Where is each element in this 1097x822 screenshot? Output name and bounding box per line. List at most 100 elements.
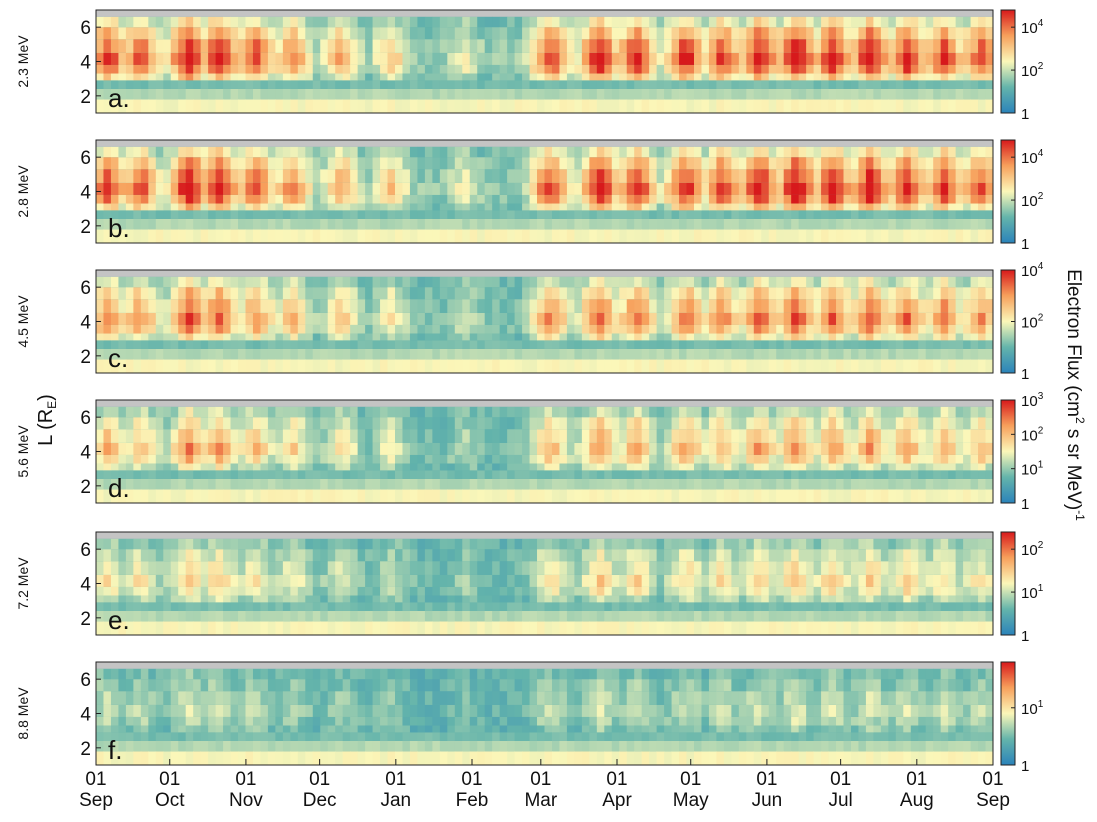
heatmap-cell — [791, 417, 800, 430]
heatmap-cell — [791, 312, 800, 325]
heatmap-cell — [118, 99, 127, 113]
heatmap-cell — [267, 229, 276, 243]
heatmap-cell — [163, 406, 172, 418]
heatmap-cell — [402, 52, 411, 65]
heatmap-cell — [305, 210, 314, 219]
heatmap-cell — [708, 312, 717, 325]
heatmap-cell — [365, 429, 373, 443]
heatmap-cell — [619, 52, 628, 65]
heatmap-cell — [626, 312, 635, 325]
heatmap-cell — [626, 64, 635, 74]
heatmap-cell — [477, 203, 486, 211]
heatmap-cell — [761, 64, 770, 74]
heatmap-cell — [275, 276, 284, 288]
heatmap-cell — [163, 146, 172, 158]
heatmap-cell — [454, 203, 463, 211]
heatmap-cell — [544, 470, 553, 479]
heatmap-cell — [963, 276, 971, 288]
heatmap-cell — [933, 463, 942, 471]
heatmap-cell — [462, 16, 471, 28]
heatmap-cell — [611, 287, 620, 300]
heatmap-cell — [566, 229, 575, 243]
heatmap-cell — [492, 417, 501, 430]
heatmap-cell — [963, 442, 971, 455]
heatmap-cell — [327, 463, 336, 471]
heatmap-cell — [96, 621, 104, 635]
heatmap-cell — [858, 454, 867, 464]
heatmap-cell — [424, 157, 433, 170]
heatmap-cell — [230, 442, 239, 455]
heatmap-cell — [791, 454, 800, 464]
heatmap-cell — [791, 348, 800, 360]
heatmap-cell — [514, 73, 523, 81]
heatmap-cell — [529, 340, 538, 349]
heatmap-cell — [125, 595, 134, 603]
heatmap-cell — [753, 99, 762, 113]
heatmap-cell — [925, 299, 934, 313]
heatmap-cell — [522, 324, 530, 334]
heatmap-cell — [641, 169, 650, 183]
heatmap-cell — [596, 359, 605, 373]
heatmap-cell — [634, 99, 643, 113]
heatmap-cell — [380, 602, 388, 611]
heatmap-cell — [170, 538, 179, 550]
heatmap-cell — [155, 276, 164, 288]
heatmap-cell — [103, 203, 112, 211]
heatmap-cell — [813, 324, 822, 334]
heatmap-cell — [200, 538, 209, 550]
heatmap-cell — [215, 595, 224, 603]
heatmap-cell — [402, 561, 411, 575]
heatmap-cell — [320, 621, 329, 635]
heatmap-cell — [447, 359, 456, 373]
heatmap-cell — [178, 210, 187, 219]
heatmap-cell — [776, 157, 785, 170]
heatmap-cell — [424, 276, 433, 288]
heatmap-cell — [850, 489, 859, 503]
heatmap-cell — [387, 16, 396, 28]
heatmap-cell — [933, 88, 942, 100]
heatmap-cell — [559, 16, 568, 28]
heatmap-cell — [723, 229, 732, 243]
heatmap-cell — [492, 429, 501, 443]
heatmap-cell — [335, 602, 344, 611]
heatmap-cell — [641, 80, 650, 89]
heatmap-cell — [738, 359, 747, 373]
heatmap-cell — [963, 39, 971, 53]
heatmap-cell — [499, 478, 508, 490]
heatmap-cell — [103, 406, 112, 418]
heatmap-cell — [768, 218, 777, 230]
heatmap-cell — [178, 610, 187, 622]
heatmap-cell — [619, 324, 628, 334]
heatmap-cell — [963, 299, 971, 313]
heatmap-cell — [551, 549, 560, 562]
heatmap-cell — [843, 276, 852, 288]
heatmap-cell — [395, 229, 403, 243]
heatmap-cell — [312, 595, 321, 603]
heatmap-cell — [551, 52, 560, 65]
heatmap-cell — [634, 73, 643, 81]
heatmap-cell — [731, 470, 740, 479]
heatmap-cell — [566, 210, 575, 219]
heatmap-cell — [507, 157, 516, 170]
heatmap-cell — [252, 80, 261, 89]
heatmap-cell — [514, 463, 523, 471]
heatmap-cell — [312, 574, 321, 587]
heatmap-cell — [402, 489, 411, 503]
heatmap-cell — [118, 549, 127, 562]
heatmap-cell — [424, 312, 433, 325]
heatmap-cell — [484, 146, 493, 158]
heatmap-cell — [581, 574, 590, 587]
heatmap-cell — [679, 276, 687, 288]
heatmap-cell — [940, 52, 949, 65]
heatmap-cell — [626, 169, 635, 183]
heatmap-cell — [402, 16, 411, 28]
heatmap-cell — [716, 182, 725, 195]
heatmap-cell — [335, 99, 344, 113]
heatmap-cell — [507, 538, 516, 550]
heatmap-cell — [708, 16, 717, 28]
heatmap-cell — [522, 312, 530, 325]
heatmap-cell — [850, 169, 859, 183]
heatmap-cell — [806, 442, 815, 455]
heatmap-cell — [716, 406, 725, 418]
heatmap-cell — [671, 80, 680, 89]
